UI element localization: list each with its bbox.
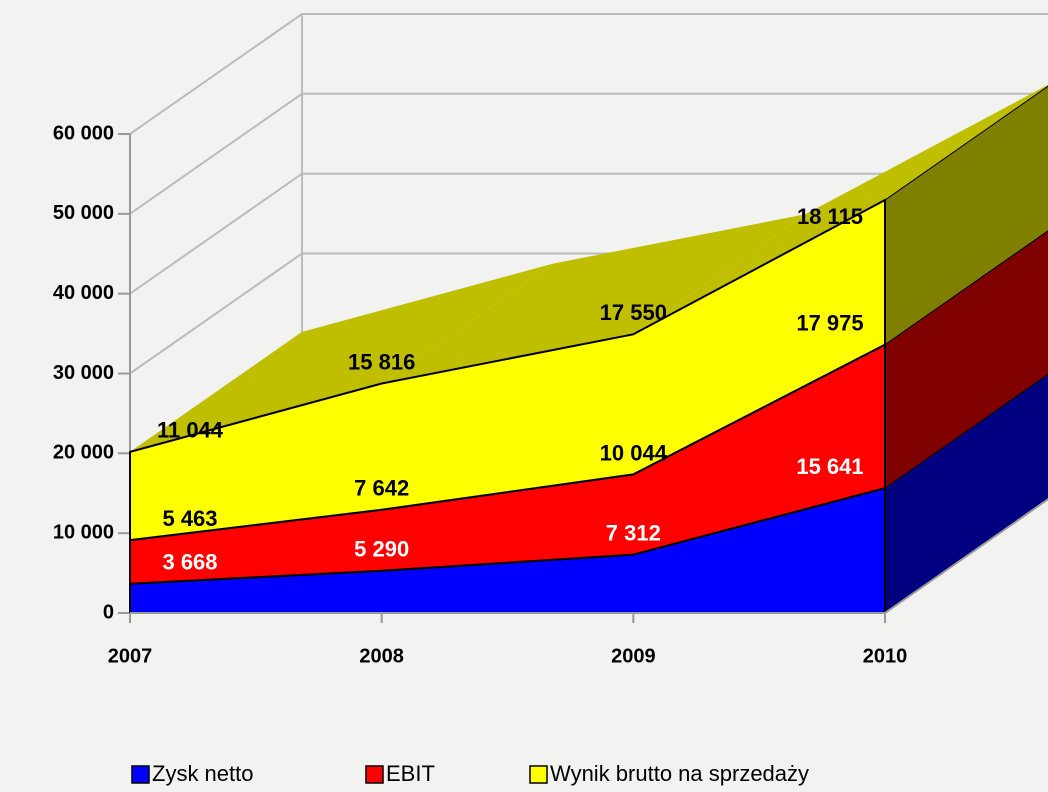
x-tick-label: 2007 (108, 645, 153, 667)
value-label: 3 668 (162, 550, 217, 575)
value-label: 5 463 (162, 506, 217, 531)
value-label: 17 550 (600, 300, 667, 325)
value-label: 7 642 (354, 476, 409, 501)
value-label: 7 312 (606, 520, 661, 545)
value-label: 5 290 (354, 537, 409, 562)
value-label: 11 044 (157, 418, 224, 443)
x-tick-label: 2010 (863, 645, 908, 667)
x-tick-label: 2009 (611, 645, 656, 667)
floor-edge (884, 498, 1048, 614)
value-label: 15 641 (796, 454, 863, 479)
y-tick-label: 20 000 (53, 442, 114, 464)
legend-swatch (365, 765, 384, 784)
grid-line (129, 13, 1048, 135)
area-top-face (633, 84, 1048, 335)
legend-label: Wynik brutto na sprzedaży (550, 761, 809, 786)
value-label: 15 816 (348, 349, 415, 374)
legend-swatch (529, 765, 548, 784)
area-top-face (130, 263, 554, 452)
value-label: 18 115 (797, 204, 863, 229)
y-tick-label: 0 (103, 601, 114, 623)
legend-label: EBIT (386, 761, 435, 786)
area-top-face (381, 214, 806, 384)
y-tick-label: 60 000 (53, 122, 114, 144)
grid-line (129, 172, 1048, 295)
y-tick-label: 10 000 (53, 521, 114, 543)
x-tick-label: 2008 (359, 645, 404, 667)
y-tick-label: 40 000 (53, 282, 114, 304)
value-label: 10 044 (600, 440, 668, 465)
value-label: 17 975 (796, 310, 863, 335)
area-front-face (129, 198, 886, 542)
y-tick-label: 30 000 (53, 362, 114, 384)
legend-swatch (131, 765, 150, 784)
grid-line (129, 92, 1048, 215)
y-tick-label: 50 000 (53, 202, 114, 224)
legend-label: Zysk netto (152, 761, 253, 786)
